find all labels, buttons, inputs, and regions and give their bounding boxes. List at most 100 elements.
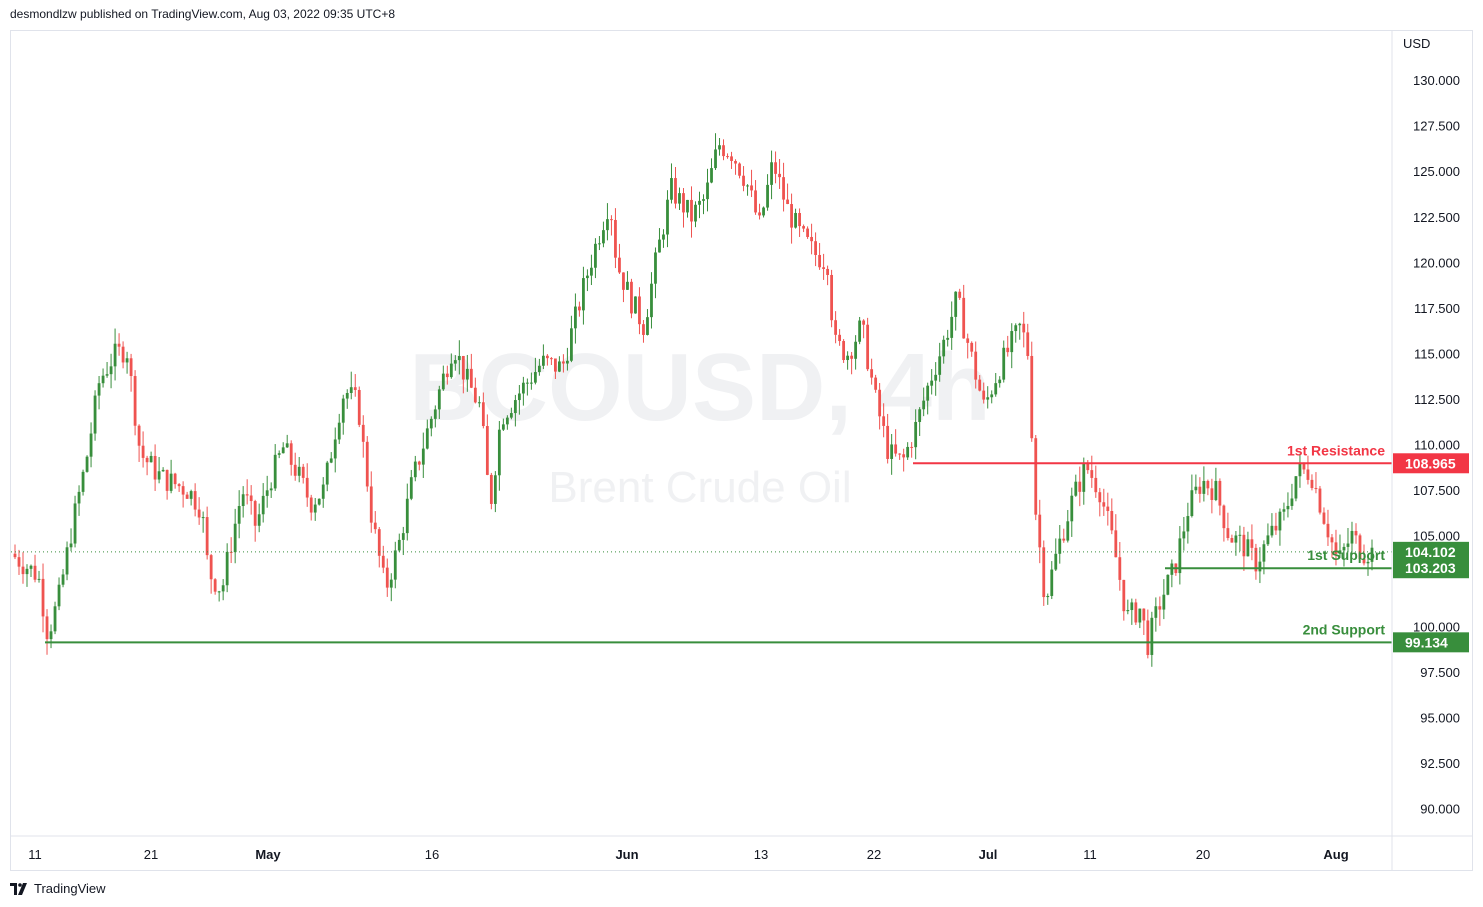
candle-body (1042, 547, 1046, 598)
candle-body (1362, 558, 1366, 564)
candle-body (1018, 323, 1022, 326)
tradingview-logo-icon (10, 882, 27, 895)
candle-body (1354, 530, 1358, 536)
candle-body (642, 324, 645, 335)
candle-body (734, 160, 737, 164)
level-lines: 1st Resistance 108.965 1st Support 103.203 2… (11, 442, 1469, 653)
watermark-name: Brent Crude Oil (548, 463, 851, 512)
chart-frame[interactable] (10, 30, 1473, 871)
candle-body (786, 199, 789, 205)
candle-body (602, 230, 605, 244)
candle-body (309, 497, 313, 513)
candle-body (397, 539, 401, 551)
candle-body (1226, 528, 1230, 539)
candle-body (25, 568, 29, 575)
candle-body (1094, 477, 1098, 493)
candle-body (193, 491, 197, 510)
candle-body (918, 409, 922, 422)
candle-body (157, 471, 161, 480)
candle-body (878, 389, 882, 417)
level-label: 1st Support (1307, 547, 1385, 563)
candle-body (1086, 463, 1090, 471)
candle-body (890, 444, 894, 459)
candle-body (774, 162, 777, 174)
price-tick-label: 92.500 (1420, 756, 1460, 771)
candle-body (1258, 561, 1262, 572)
candle-body (1330, 537, 1334, 543)
candle-body (389, 579, 393, 588)
candle-body (1198, 486, 1202, 494)
candle-body (441, 373, 445, 390)
candle-body (457, 355, 461, 361)
price-axis[interactable]: 90.000 92.500 95.000 97.500 100.000 105.000 10… (1413, 73, 1460, 817)
candle-body (1106, 506, 1110, 512)
candle-body (798, 213, 801, 227)
price-tick-label: 122.500 (1413, 210, 1460, 225)
candle-body (85, 456, 89, 472)
price-tick-label: 115.000 (1414, 346, 1460, 361)
candle-body (13, 553, 17, 558)
footer-brand: TradingView (34, 881, 106, 896)
candle-body (1278, 511, 1282, 531)
candle-body (173, 473, 177, 485)
time-axis[interactable]: 11 21 May 16 Jun 13 22 Jul 11 20 Aug (28, 847, 1348, 862)
candle-body (533, 372, 537, 383)
candle-body (986, 397, 990, 400)
price-tick-label: 105.000 (1413, 528, 1460, 543)
candle-body (509, 413, 513, 418)
candle-body (61, 574, 65, 585)
candle-body (1142, 608, 1146, 621)
candle-body (41, 578, 45, 617)
candle-body (910, 446, 914, 448)
candle-body (1286, 505, 1290, 510)
price-tick-label: 110.000 (1414, 437, 1460, 452)
candle-body (361, 424, 365, 442)
candle-body (537, 365, 541, 373)
candle-body (694, 204, 697, 222)
candle-body (317, 498, 321, 505)
candle-body (273, 454, 277, 489)
candle-body (269, 488, 273, 491)
candle-body (1350, 530, 1354, 544)
candle-body (650, 283, 653, 318)
candle-body (205, 517, 209, 556)
candle-body (1182, 531, 1186, 539)
candle-body (1078, 481, 1082, 492)
candle-body (17, 557, 21, 567)
candle-body (1190, 490, 1194, 517)
price-tick-label: 120.000 (1413, 255, 1460, 270)
candle-body (1070, 495, 1074, 522)
price-tick-label: 100.000 (1413, 620, 1460, 635)
candle-body (1126, 610, 1130, 612)
price-tick-label: 125.000 (1413, 164, 1460, 179)
candle-body (29, 565, 33, 569)
candle-body (1134, 602, 1138, 623)
candle-body (489, 474, 493, 504)
candle-body (217, 591, 221, 593)
candle-body (1366, 561, 1370, 564)
publish-info: desmondlzw published on TradingView.com,… (10, 7, 396, 21)
candle-body (1030, 355, 1034, 439)
candle-body (461, 355, 465, 380)
time-tick-label: 11 (28, 847, 42, 862)
candle-body (1150, 617, 1154, 655)
candle-body (1158, 606, 1162, 610)
candle-body (313, 504, 317, 513)
candle-body (257, 514, 261, 526)
candle-body (1026, 332, 1030, 356)
candle-body (974, 351, 978, 380)
candle-body (1290, 498, 1294, 506)
candle-body (485, 426, 489, 475)
price-tick-label: 90.000 (1420, 802, 1460, 817)
candle-body (225, 551, 229, 586)
candle-body (253, 501, 257, 526)
candle-body (686, 199, 689, 213)
candle-body (429, 418, 433, 429)
candle-body (998, 379, 1002, 384)
candle-body (517, 393, 521, 401)
time-tick-label: Jul (979, 847, 998, 862)
candle-body (914, 421, 918, 448)
candle-body (141, 445, 145, 458)
candle-body (1034, 438, 1038, 515)
